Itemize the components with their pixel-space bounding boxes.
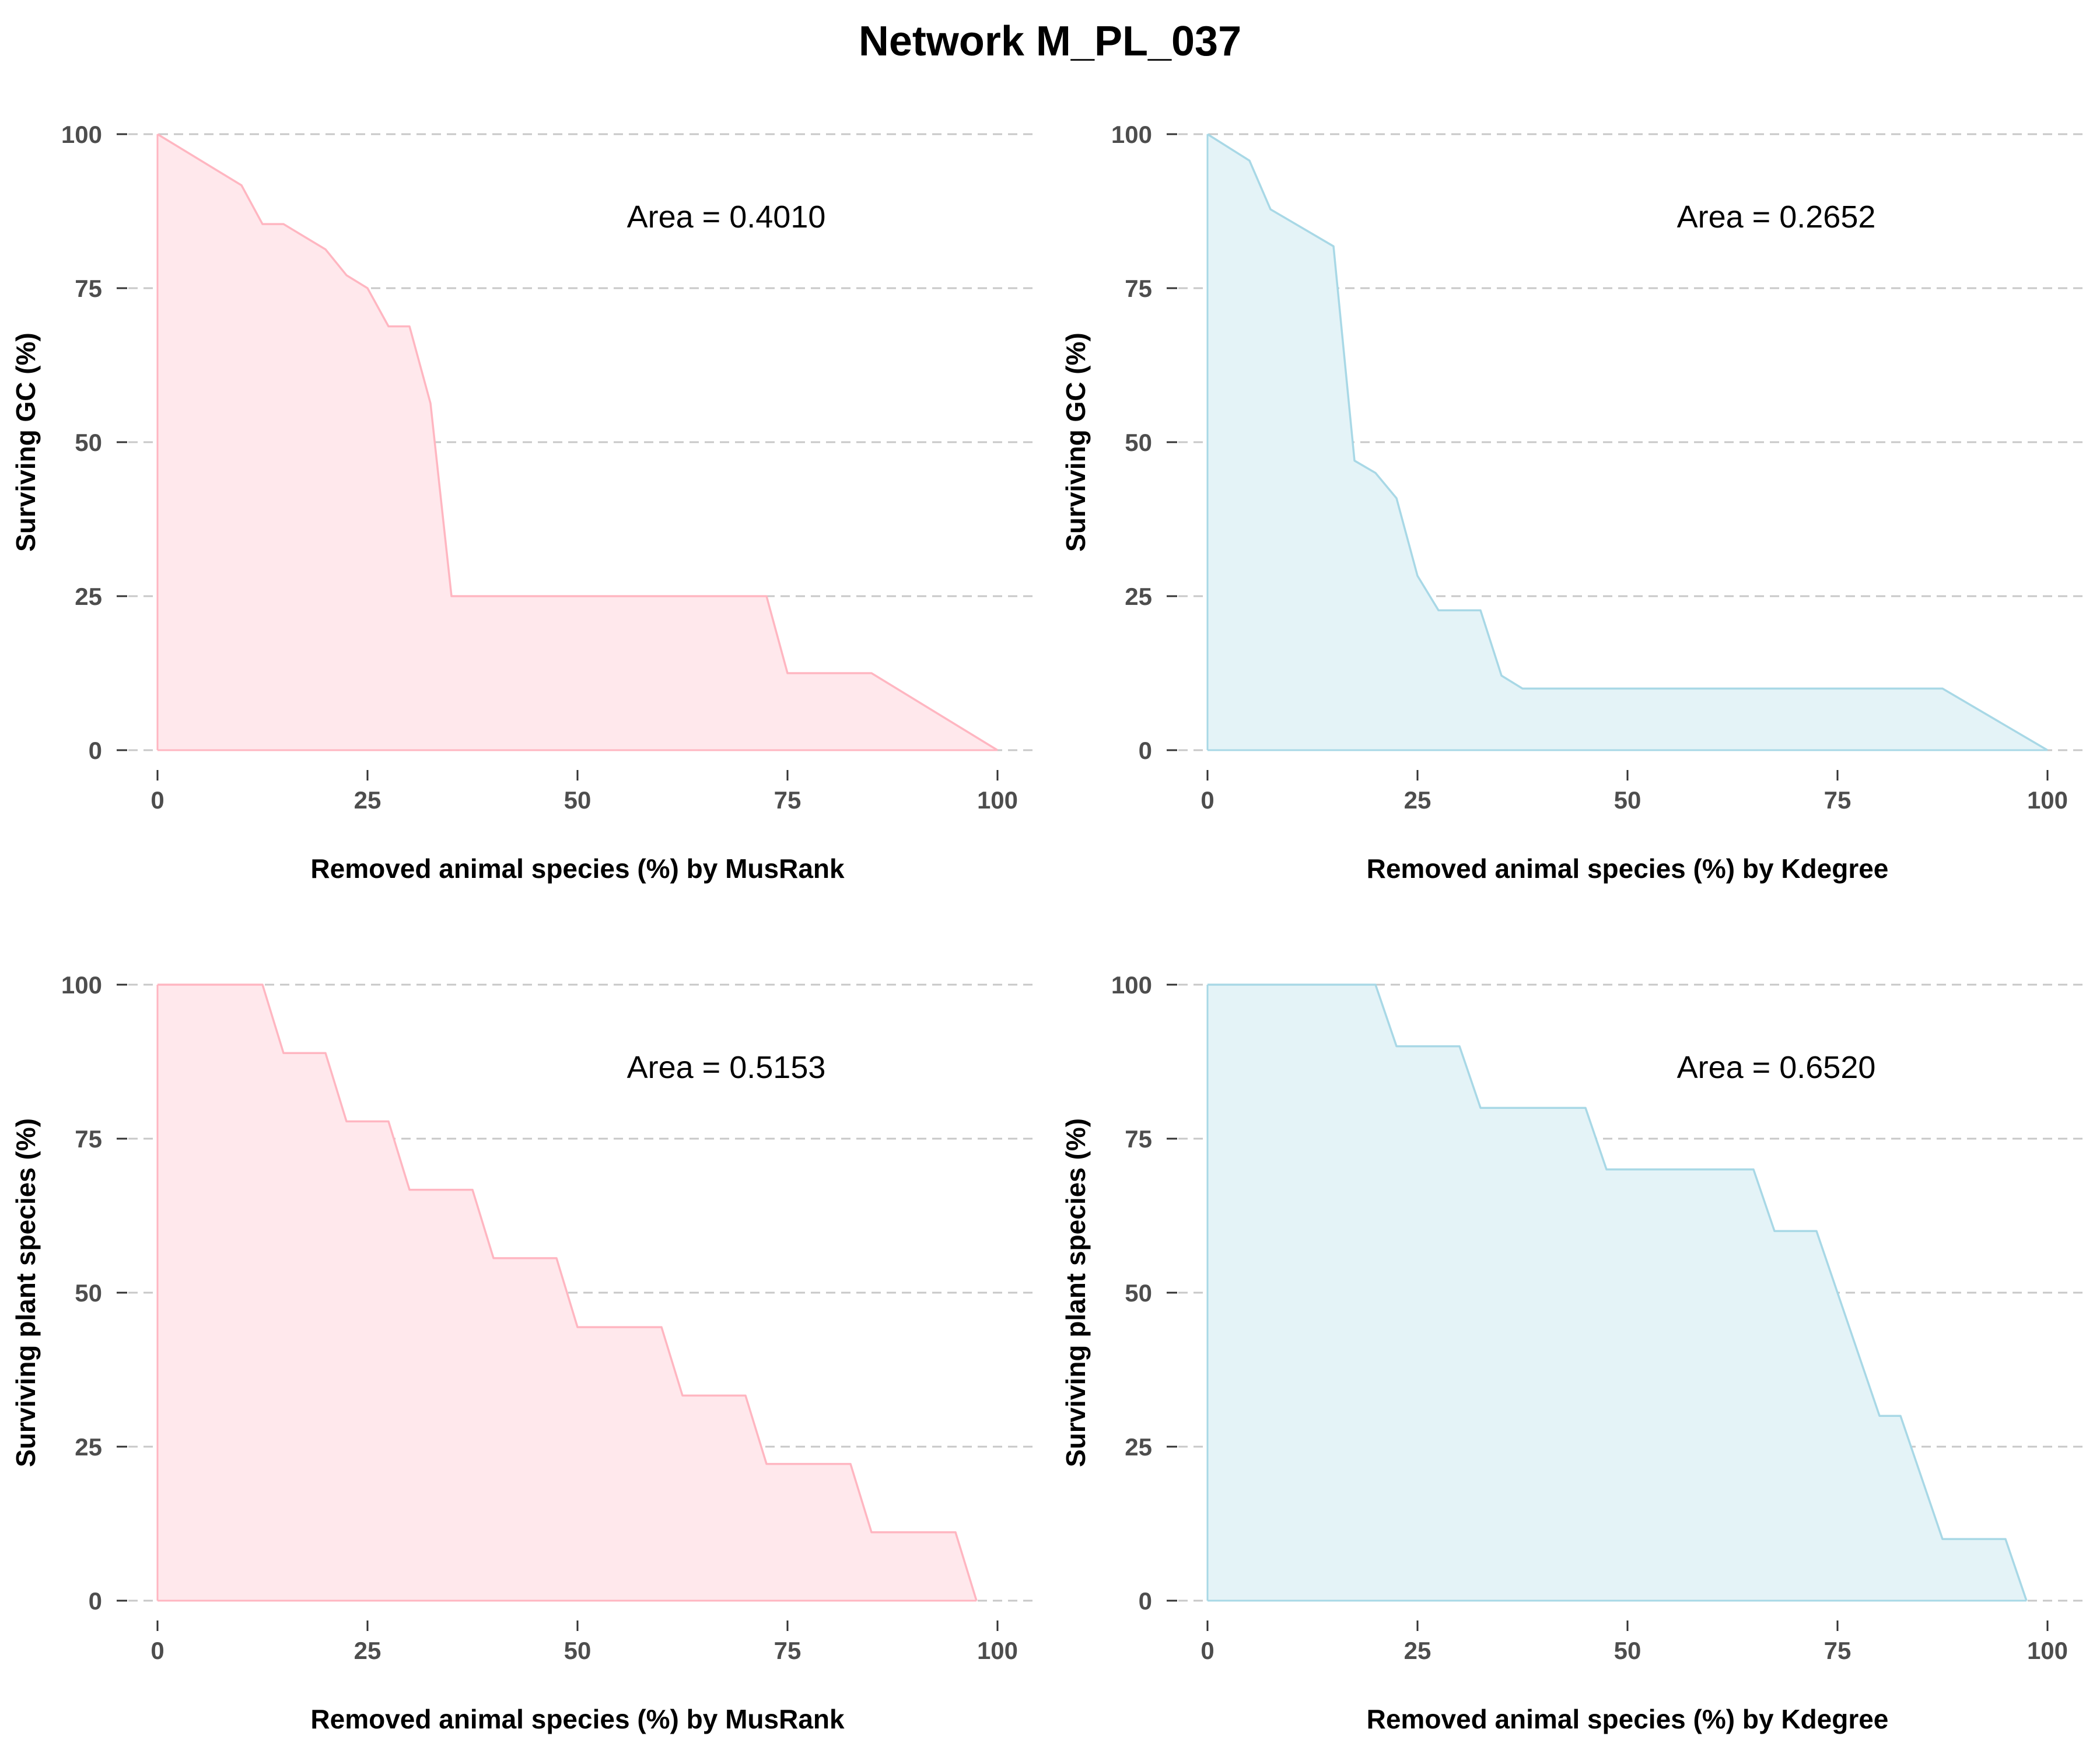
y-axis-title: Surviving plant species (%) [10, 1118, 41, 1467]
x-axis-title: Removed animal species (%) by MusRank [310, 853, 845, 884]
x-tick-label: 25 [1404, 1637, 1432, 1664]
x-tick-label: 25 [354, 1637, 382, 1664]
area-annotation: Area = 0.2652 [1677, 200, 1876, 235]
y-tick-label: 25 [75, 1433, 102, 1461]
x-axis-title: Removed animal species (%) by Kdegree [1367, 853, 1889, 884]
series-line [1208, 984, 2028, 1601]
series-line [157, 133, 998, 751]
x-tick-label: 0 [1200, 786, 1214, 814]
y-axis-title: Surviving GC (%) [1060, 332, 1091, 552]
x-tick-label: 100 [977, 786, 1018, 814]
y-axis-title: Surviving GC (%) [10, 332, 41, 552]
x-tick-label: 25 [354, 786, 382, 814]
x-tick-label: 0 [150, 786, 164, 814]
x-tick-label: 75 [1824, 1637, 1852, 1664]
area-fill [1208, 134, 2048, 750]
y-axis-title: Surviving plant species (%) [1060, 1118, 1091, 1467]
area-fill [1208, 985, 2027, 1601]
area-annotation: Area = 0.5153 [627, 1050, 826, 1085]
x-axis-title: Removed animal species (%) by MusRank [310, 1704, 845, 1734]
y-tick-label: 50 [1125, 429, 1152, 456]
y-tick-label: 100 [1111, 121, 1152, 148]
y-tick-label: 75 [1125, 1125, 1152, 1153]
y-tick-label: 100 [61, 971, 102, 999]
y-tick-label: 0 [1139, 737, 1152, 764]
y-tick-label: 75 [75, 275, 102, 302]
series-line [1207, 133, 2048, 751]
chart-panel-plants-musrank: 0 25 50 75 100 0 25 50 75 100 Area = 0.5153 Removed… [10, 971, 1038, 1734]
x-tick-label: 75 [774, 1637, 802, 1664]
y-tick-label: 25 [1125, 583, 1152, 610]
y-tick-label: 75 [75, 1125, 102, 1153]
y-tick-label: 0 [89, 737, 102, 764]
page-title: Network M_PL_037 [858, 18, 1242, 65]
x-tick-label: 75 [1824, 786, 1852, 814]
x-tick-label: 50 [1614, 786, 1642, 814]
y-tick-label: 0 [89, 1587, 102, 1615]
chart-panel-gc-kdegree: 0 25 50 75 100 0 25 50 75 100 Area = 0.2652 Removed… [1060, 121, 2088, 884]
x-tick-label: 100 [977, 1637, 1018, 1664]
series-line [158, 984, 978, 1601]
x-tick-label: 75 [774, 786, 802, 814]
x-tick-label: 0 [1200, 1637, 1214, 1664]
y-tick-label: 100 [61, 121, 102, 148]
area-annotation: Area = 0.4010 [627, 200, 826, 235]
area-annotation: Area = 0.6520 [1677, 1050, 1876, 1085]
x-tick-label: 50 [564, 786, 592, 814]
x-axis-title: Removed animal species (%) by Kdegree [1367, 1704, 1889, 1734]
x-tick-label: 50 [1614, 1637, 1642, 1664]
y-tick-label: 25 [75, 583, 102, 610]
y-tick-label: 50 [75, 1279, 102, 1307]
y-tick-label: 50 [75, 429, 102, 456]
y-tick-label: 0 [1139, 1587, 1152, 1615]
chart-panel-gc-musrank: 0 25 50 75 100 0 25 50 75 100 Area = 0.4010 Removed… [10, 121, 1038, 884]
x-tick-label: 25 [1404, 786, 1432, 814]
y-tick-label: 25 [1125, 1433, 1152, 1461]
y-tick-label: 100 [1111, 971, 1152, 999]
x-tick-label: 0 [150, 1637, 164, 1664]
y-tick-label: 50 [1125, 1279, 1152, 1307]
x-tick-label: 100 [2027, 1637, 2068, 1664]
chart-panel-plants-kdegree: 0 25 50 75 100 0 25 50 75 100 Area = 0.6520 Removed… [1060, 971, 2088, 1734]
x-tick-label: 50 [564, 1637, 592, 1664]
x-tick-label: 100 [2027, 786, 2068, 814]
y-tick-label: 75 [1125, 275, 1152, 302]
